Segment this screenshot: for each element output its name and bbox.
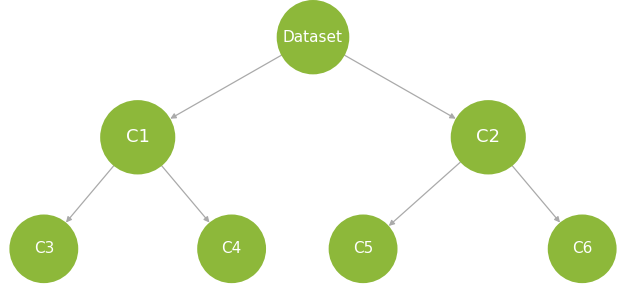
Text: Dataset: Dataset (283, 30, 343, 45)
Ellipse shape (197, 214, 266, 283)
Ellipse shape (329, 214, 398, 283)
Text: C5: C5 (353, 241, 373, 256)
Ellipse shape (548, 214, 617, 283)
Text: C6: C6 (572, 241, 592, 256)
Ellipse shape (9, 214, 78, 283)
Text: C1: C1 (126, 128, 150, 146)
Text: C4: C4 (222, 241, 242, 256)
Text: C3: C3 (34, 241, 54, 256)
Ellipse shape (277, 0, 349, 74)
Ellipse shape (451, 100, 526, 174)
Ellipse shape (100, 100, 175, 174)
Text: C2: C2 (476, 128, 500, 146)
